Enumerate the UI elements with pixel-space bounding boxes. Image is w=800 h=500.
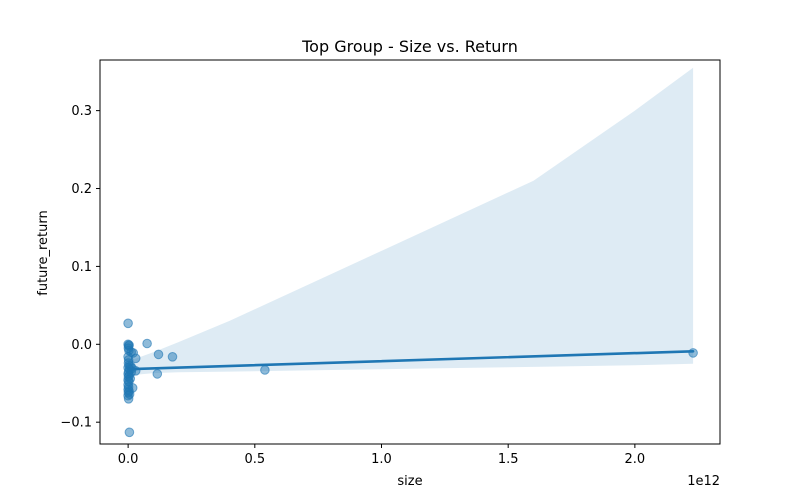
data-point — [152, 369, 163, 379]
regression-line — [126, 349, 695, 371]
data-point — [142, 338, 152, 349]
x-tick-label: 0.0 — [118, 452, 139, 467]
y-tick-label: 0.1 — [71, 260, 92, 275]
regression-line-layer — [126, 349, 695, 371]
y-axis-title: future_return — [36, 210, 51, 295]
x-tick-label: 0.5 — [244, 452, 265, 467]
data-point — [688, 348, 698, 358]
y-axis-ticks: −0.1 0.0 0.1 0.2 0.3 — [60, 104, 100, 431]
y-tick-label: 0.0 — [71, 338, 92, 353]
x-tick-label: 1.5 — [498, 452, 519, 467]
x-tick-label: 1.0 — [371, 452, 392, 467]
x-tick-label: 2.0 — [625, 452, 646, 467]
y-tick-label: −0.1 — [60, 416, 92, 431]
data-point — [153, 349, 164, 360]
data-point — [260, 365, 270, 375]
x-axis-title: size — [397, 474, 422, 489]
axes-frame — [99, 59, 721, 445]
data-point — [124, 427, 135, 438]
x-axis-offset-label: 1e12 — [687, 474, 720, 489]
y-tick-label: 0.3 — [71, 104, 92, 119]
data-point — [123, 318, 133, 329]
x-axis-ticks: 0.0 0.5 1.0 1.5 2.0 — [118, 444, 645, 467]
data-points-layer — [123, 318, 698, 438]
y-tick-label: 0.2 — [71, 182, 92, 197]
confidence-band-layer — [128, 67, 694, 376]
data-point — [167, 352, 178, 362]
chart-title: Top Group - Size vs. Return — [301, 37, 518, 56]
confidence-band — [128, 67, 694, 376]
data-point — [123, 394, 134, 404]
